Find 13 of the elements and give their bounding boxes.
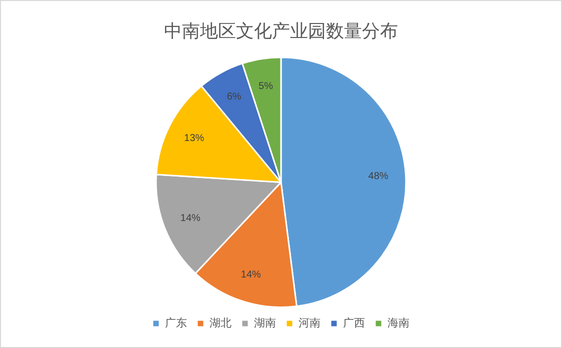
data-label: 14% [240, 270, 261, 281]
legend-label: 广西 [343, 316, 365, 330]
legend-label: 海南 [388, 316, 410, 330]
data-label: 13% [184, 132, 204, 144]
legend-label: 湖北 [210, 316, 232, 330]
legend-label: 湖南 [254, 316, 276, 330]
data-label: 6% [226, 92, 242, 103]
data-label: 48% [368, 170, 388, 182]
chart-title: 中南地区文化产业园数量分布 [164, 20, 398, 41]
data-label: 5% [258, 80, 274, 92]
legend-label: 河南 [298, 316, 320, 330]
legend-label: 广东 [165, 316, 187, 330]
data-label: 14% [180, 212, 200, 224]
